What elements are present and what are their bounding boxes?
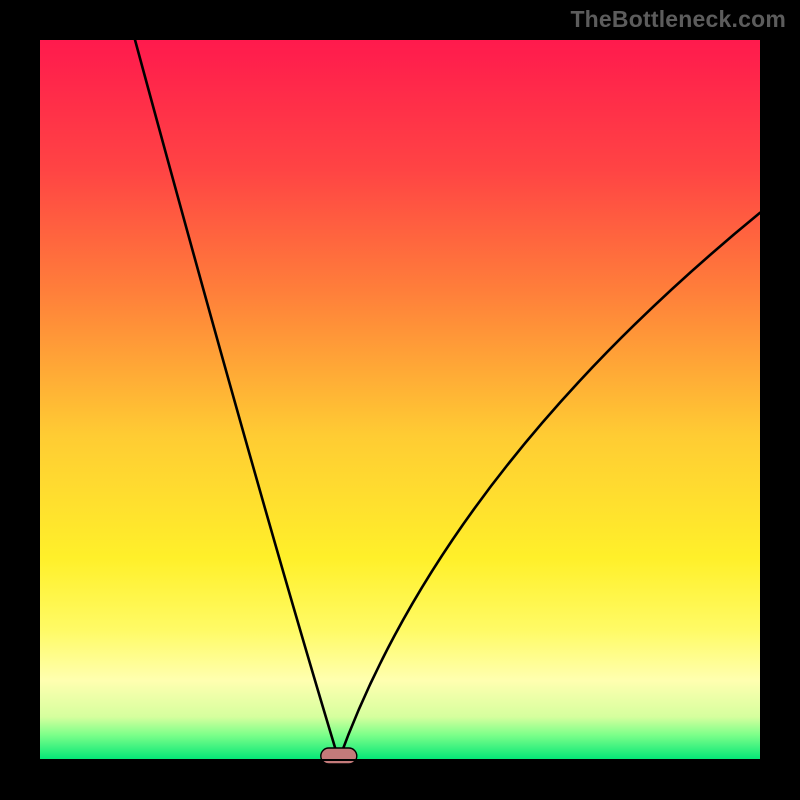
bottom-marker [321, 748, 357, 764]
watermark-text: TheBottleneck.com [570, 6, 786, 33]
chart-svg [0, 0, 800, 800]
chart-container: TheBottleneck.com [0, 0, 800, 800]
